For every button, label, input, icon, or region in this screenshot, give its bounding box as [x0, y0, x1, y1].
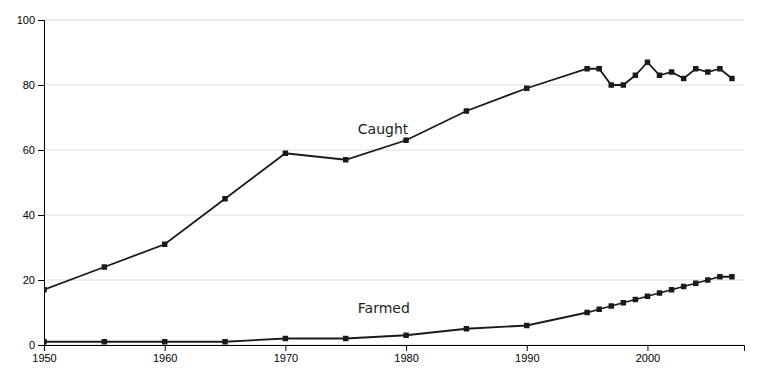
series-marker: [44, 287, 47, 292]
annotation: Farmed: [358, 300, 410, 316]
series-marker: [717, 274, 722, 279]
series-marker: [403, 138, 408, 143]
y-tick-mark: [38, 280, 44, 281]
y-tick-mark: [38, 20, 44, 21]
x-tick-mark: [406, 345, 407, 351]
x-axis-line: [45, 346, 745, 352]
series-marker: [693, 66, 698, 71]
y-tick-mark: [38, 345, 44, 346]
series-marker: [705, 277, 710, 282]
series-marker: [343, 336, 348, 341]
series-marker: [609, 303, 614, 308]
y-tick: 60: [23, 144, 44, 156]
x-tick: 1950: [32, 345, 56, 364]
series-marker: [596, 66, 601, 71]
series-marker: [584, 66, 589, 71]
series-marker: [343, 157, 348, 162]
y-tick-label: 60: [23, 144, 35, 156]
y-tick-mark: [38, 85, 44, 86]
series-marker: [102, 339, 107, 344]
series-marker: [609, 82, 614, 87]
y-tick-label: 100: [17, 14, 35, 26]
annotations: Caught Farmed: [358, 121, 410, 316]
series-marker: [657, 73, 662, 78]
y-axis: 0 20 40 60 80 100: [17, 14, 45, 351]
grid-line: [44, 85, 744, 86]
series-marker: [222, 196, 227, 201]
x-tick-label: 1970: [274, 352, 298, 364]
series-marker: [596, 307, 601, 312]
series-marker: [645, 60, 650, 65]
y-tick: 40: [23, 209, 44, 221]
series-marker: [669, 69, 674, 74]
y-tick-label: 80: [23, 79, 35, 91]
series-marker: [681, 284, 686, 289]
series-marker: [403, 333, 408, 338]
x-tick: 1960: [153, 345, 177, 364]
series-marker: [283, 336, 288, 341]
grid: [44, 20, 744, 345]
x-tick-mark: [285, 345, 286, 351]
grid-line: [44, 20, 744, 21]
series-marker: [162, 339, 167, 344]
x-tick: 2000: [636, 345, 660, 364]
y-axis-line: [38, 21, 45, 346]
series-marker: [657, 290, 662, 295]
series-marker: [584, 310, 589, 315]
y-tick: 20: [23, 274, 44, 286]
series-marker: [729, 274, 734, 279]
series-marker: [162, 242, 167, 247]
y-tick-label: 20: [23, 274, 35, 286]
series-marker: [283, 151, 288, 156]
x-tick-label: 1950: [32, 352, 56, 364]
series-marker: [717, 66, 722, 71]
x-tick-label: 1980: [394, 352, 418, 364]
x-tick-mark: [165, 345, 166, 351]
x-tick: 1980: [394, 345, 418, 364]
series-marker: [464, 326, 469, 331]
series-marker: [669, 287, 674, 292]
grid-line: [44, 150, 744, 151]
series-line: [44, 62, 732, 290]
series-marker: [633, 297, 638, 302]
grid-line: [44, 280, 744, 281]
series-marker: [621, 300, 626, 305]
series-line: [44, 277, 732, 342]
x-tick-label: 1960: [153, 352, 177, 364]
series-marker: [524, 323, 529, 328]
y-tick: 0: [29, 339, 44, 351]
x-tick: 1990: [515, 345, 539, 364]
series-marker: [102, 264, 107, 269]
x-tick: 1970: [274, 345, 298, 364]
series-marker: [621, 82, 626, 87]
series-marker: [705, 69, 710, 74]
series-marker: [681, 76, 686, 81]
x-axis: 1950 1960 1970 1980 1990 2000: [32, 345, 744, 364]
series-marker: [693, 281, 698, 286]
y-tick-mark: [38, 150, 44, 151]
x-tick-label: 2000: [636, 352, 660, 364]
y-tick-label: 0: [29, 339, 35, 351]
series-marker: [633, 73, 638, 78]
series-marker: [222, 339, 227, 344]
series-marker: [44, 339, 47, 344]
series-marker: [524, 86, 529, 91]
marks: [44, 60, 735, 345]
plot-area: 1950 1960 1970 1980 1990 2000 0 20 40 60 80 100 Caug…: [17, 14, 745, 364]
series-marker: [464, 108, 469, 113]
series-marker: [729, 76, 734, 81]
chart: 1950 1960 1970 1980 1990 2000 0 20 40 60 80 100 Caug…: [0, 0, 768, 377]
x-tick-mark: [527, 345, 528, 351]
y-tick: 100: [17, 14, 44, 26]
y-tick-mark: [38, 215, 44, 216]
y-tick: 80: [23, 79, 44, 91]
annotation: Caught: [358, 121, 409, 137]
x-tick-label: 1990: [515, 352, 539, 364]
y-tick-label: 40: [23, 209, 35, 221]
x-tick-mark: [647, 345, 648, 351]
series-marker: [645, 294, 650, 299]
grid-line: [44, 215, 744, 216]
